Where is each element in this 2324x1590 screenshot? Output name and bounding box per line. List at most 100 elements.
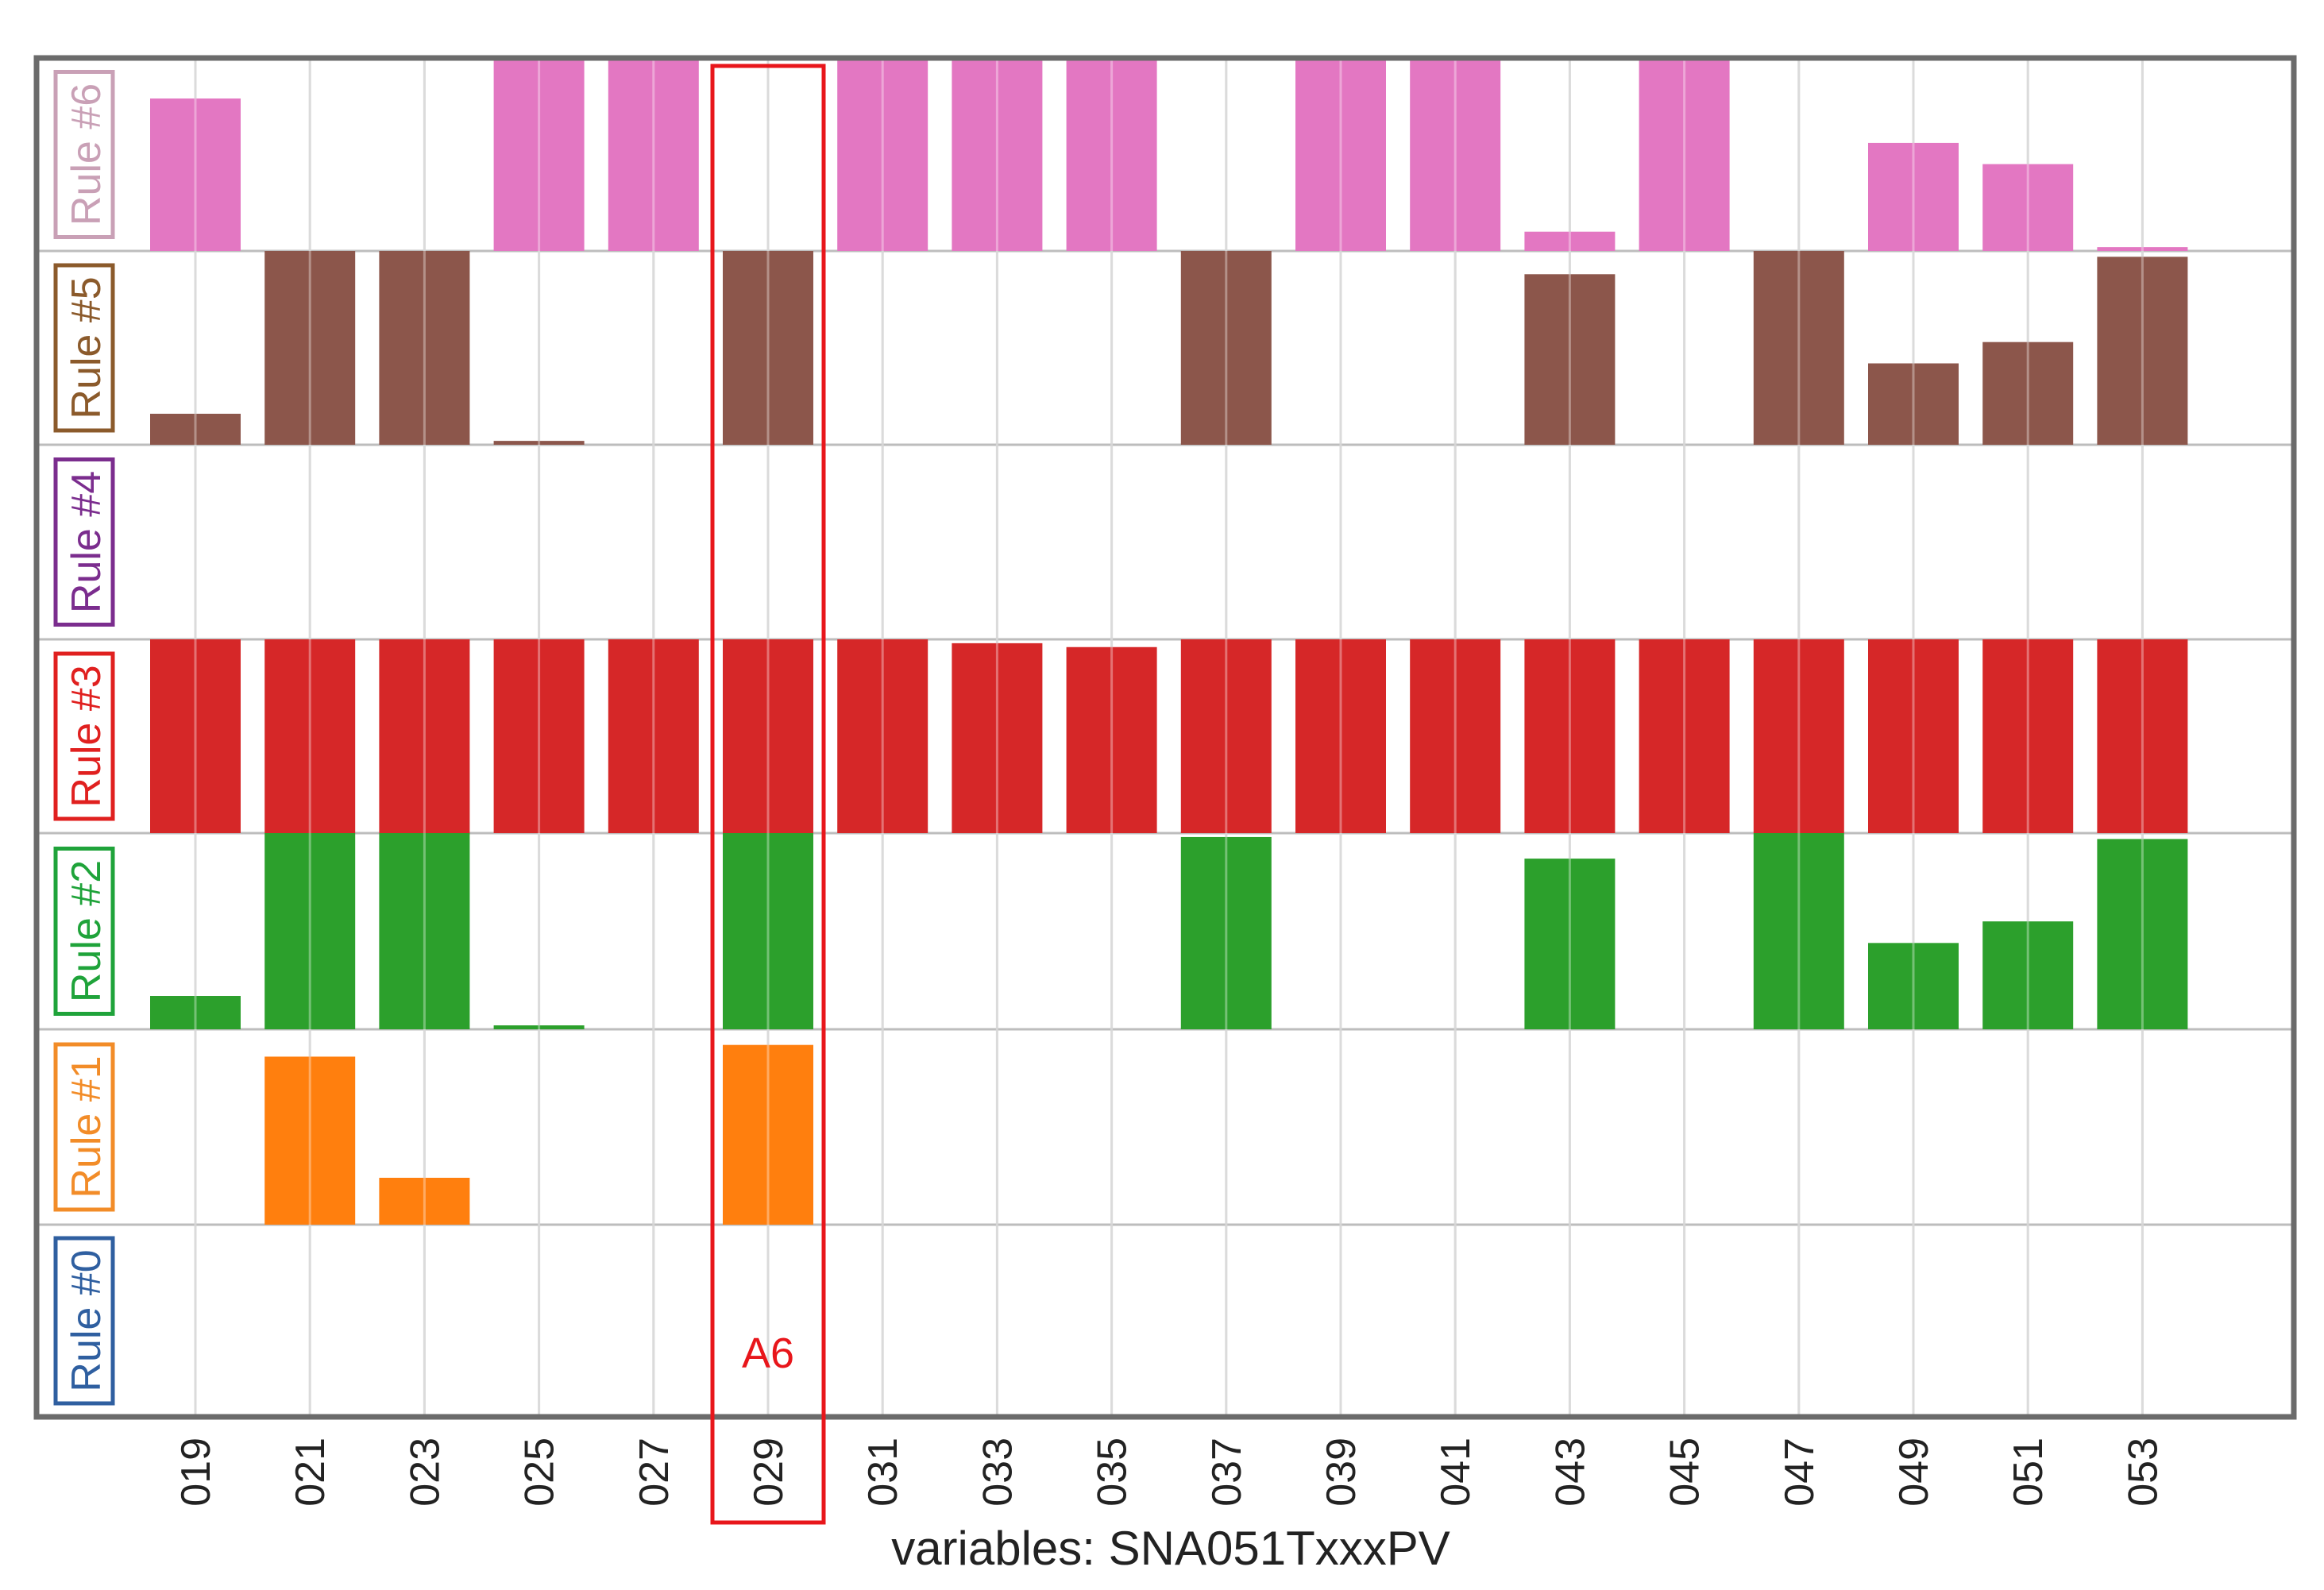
bar-rule-5-051 (1982, 342, 2074, 445)
bar-rule-5-023 (379, 251, 470, 445)
rule-label-rule-1: Rule #1 (53, 1042, 115, 1212)
bar-rule-1-029 (723, 1044, 813, 1225)
bar-rule-6-027 (608, 58, 699, 251)
bar-rule-2-037 (1180, 836, 1272, 1029)
bar-rule-6-051 (1982, 164, 2074, 251)
bar-rule-3-033 (952, 643, 1043, 833)
rule-label-box (53, 263, 115, 433)
bar-rule-5-029 (723, 251, 813, 445)
x-tick-label: 039 (1318, 1438, 1365, 1507)
bar-rule-6-053 (2097, 247, 2188, 251)
x-tick-label: 031 (860, 1438, 906, 1507)
x-tick-label: 045 (1662, 1438, 1708, 1507)
x-tick-label: 023 (402, 1438, 448, 1507)
x-tick-label: 051 (2006, 1438, 2052, 1507)
x-tick-027: 027 (631, 1438, 678, 1507)
bar-rule-3-021 (264, 639, 356, 833)
bar-rule-2-025 (493, 1025, 585, 1029)
bar-rule-3-049 (1868, 639, 1959, 833)
rule-label-box (53, 1236, 115, 1406)
bar-rule-3-019 (150, 639, 241, 833)
x-tick-035: 035 (1090, 1438, 1136, 1507)
bar-rule-3-025 (493, 639, 585, 833)
x-tick-037: 037 (1204, 1438, 1250, 1507)
bar-rule-3-047 (1753, 639, 1844, 833)
bar-rule-5-021 (264, 251, 356, 445)
bar-rule-3-035 (1066, 646, 1157, 833)
rule-label-rule-0: Rule #0 (53, 1236, 115, 1406)
rule-label-box (53, 847, 115, 1016)
bar-rule-5-043 (1524, 274, 1616, 445)
rule-label-text: Rule #0 (64, 1249, 110, 1391)
rule-label-text: Rule #5 (64, 276, 110, 419)
rule-label-box (53, 457, 115, 627)
bar-rule-3-051 (1982, 639, 2074, 833)
x-tick-041: 041 (1433, 1438, 1479, 1507)
x-tick-031: 031 (860, 1438, 906, 1507)
x-tick-label: 041 (1433, 1438, 1479, 1507)
rule-label-rule-6: Rule #6 (53, 70, 115, 239)
x-tick-label: 049 (1891, 1438, 1937, 1507)
bar-rule-5-037 (1180, 251, 1272, 445)
bar-rule-5-047 (1753, 251, 1844, 445)
x-tick-051: 051 (2006, 1438, 2052, 1507)
x-tick-019: 019 (173, 1438, 219, 1507)
bar-rule-6-045 (1639, 58, 1730, 251)
bar-rule-3-039 (1295, 639, 1386, 833)
x-axis-title: variables: SNA051TxxxPV (891, 1522, 1450, 1575)
bar-rule-6-039 (1295, 58, 1386, 251)
bar-rule-2-019 (150, 996, 241, 1029)
bar-rule-6-033 (952, 58, 1043, 251)
bar-rule-2-029 (723, 833, 813, 1029)
bar-rule-2-051 (1982, 921, 2074, 1029)
x-tick-label: 053 (2120, 1438, 2166, 1507)
rule-label-rule-5: Rule #5 (53, 263, 115, 433)
x-tick-label: 047 (1777, 1438, 1823, 1507)
x-tick-033: 033 (975, 1438, 1021, 1507)
rule-label-box (53, 1042, 115, 1212)
x-tick-023: 023 (402, 1438, 448, 1507)
x-tick-043: 043 (1547, 1438, 1593, 1507)
plot-frame (33, 55, 2297, 1420)
bar-rule-6-031 (837, 58, 928, 251)
bar-rule-6-043 (1524, 231, 1616, 251)
bar-rule-3-023 (379, 639, 470, 833)
rule-label-box (53, 651, 115, 821)
x-tick-label: 021 (288, 1438, 334, 1507)
bar-rule-2-053 (2097, 839, 2188, 1029)
bar-rule-6-041 (1410, 58, 1501, 251)
rule-label-text: Rule #1 (64, 1055, 110, 1198)
rule-label-rule-3: Rule #3 (53, 651, 115, 821)
bar-rule-6-025 (493, 58, 585, 251)
rule-label-text: Rule #4 (64, 471, 110, 613)
bar-rule-1-021 (264, 1056, 356, 1225)
rule-label-box (53, 70, 115, 239)
x-tick-049: 049 (1891, 1438, 1937, 1507)
bar-rule-6-049 (1868, 142, 1959, 251)
x-tick-label: 027 (631, 1438, 678, 1507)
bar-rule-5-025 (493, 441, 585, 445)
bar-rule-3-037 (1180, 639, 1272, 833)
bar-rule-3-029 (723, 639, 813, 833)
x-tick-045: 045 (1662, 1438, 1708, 1507)
rule-label-rule-4: Rule #4 (53, 457, 115, 627)
x-tick-029: 029 (746, 1438, 792, 1507)
bar-rule-5-053 (2097, 257, 2188, 445)
bar-rule-3-031 (837, 639, 928, 833)
x-tick-label: 029 (746, 1438, 792, 1507)
bar-rule-2-049 (1868, 943, 1959, 1029)
x-tick-021: 021 (288, 1438, 334, 1507)
bar-rule-2-043 (1524, 859, 1616, 1029)
x-tick-label: 043 (1547, 1438, 1593, 1507)
bar-rule-3-053 (2097, 639, 2188, 833)
rule-label-text: Rule #6 (64, 83, 110, 226)
bar-rule-2-021 (264, 833, 356, 1029)
x-tick-label: 033 (975, 1438, 1021, 1507)
bar-rule-2-047 (1753, 833, 1844, 1029)
annotation-label: A6 (742, 1330, 794, 1377)
x-tick-053: 053 (2120, 1438, 2166, 1507)
bar-rule-3-043 (1524, 639, 1616, 833)
rule-label-text: Rule #3 (64, 665, 110, 807)
